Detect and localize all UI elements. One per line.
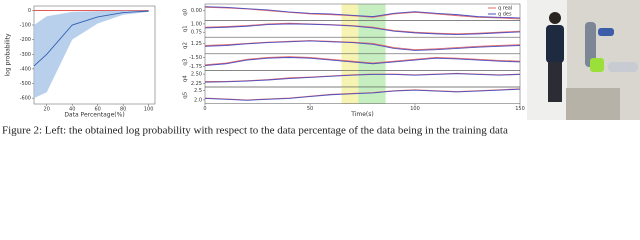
plot-frame bbox=[204, 86, 521, 104]
y-axis-label: q5 bbox=[183, 91, 189, 98]
legend-label: q real bbox=[498, 6, 512, 12]
series-line bbox=[33, 10, 149, 67]
x-tick-label: 0 bbox=[203, 106, 206, 112]
y-tick-label: 0.00 bbox=[191, 8, 202, 14]
x-tick-label: 100 bbox=[410, 106, 420, 112]
y-axis-label: q4 bbox=[183, 75, 189, 82]
highlight-span bbox=[341, 87, 359, 104]
highlight-span bbox=[341, 4, 359, 21]
series-line bbox=[204, 6, 521, 20]
x-axis-label: Time(s) bbox=[350, 111, 374, 118]
figure: Figure 2: Left: the obtained log probabi… bbox=[2, 0, 640, 137]
series-line bbox=[204, 40, 521, 51]
y-tick-label: -1.50 bbox=[189, 55, 202, 61]
caption: Figure 2: Left: the obtained log probabi… bbox=[2, 125, 508, 137]
highlight-span bbox=[358, 87, 386, 104]
highlight-span bbox=[341, 20, 359, 38]
highlight-span bbox=[358, 37, 386, 54]
table bbox=[566, 88, 620, 120]
robot-joint bbox=[598, 28, 614, 36]
series-line bbox=[204, 88, 521, 101]
y-tick-label: 2.50 bbox=[191, 72, 202, 78]
series-line bbox=[204, 23, 521, 35]
series-line bbox=[204, 22, 521, 35]
x-tick-label: 150 bbox=[515, 106, 525, 112]
y-tick-label: -500 bbox=[20, 81, 31, 87]
y-tick-label: -100 bbox=[20, 23, 31, 29]
x-tick-label: 50 bbox=[307, 106, 313, 112]
robot-gripper bbox=[608, 62, 638, 72]
y-tick-label: 2.25 bbox=[191, 81, 202, 87]
y-tick-label: 1.25 bbox=[191, 41, 202, 47]
y-axis-label: q2 bbox=[183, 42, 189, 49]
person-body bbox=[546, 25, 564, 63]
x-tick-label: 40 bbox=[69, 107, 75, 113]
y-tick-label: -400 bbox=[20, 66, 31, 72]
y-tick-label: -300 bbox=[20, 52, 31, 58]
y-axis-label: q0 bbox=[183, 8, 189, 15]
y-axis-label: q3 bbox=[183, 58, 189, 65]
highlight-span bbox=[341, 70, 359, 87]
page: {"chart_data": [ {"type": "line", "ylabe… bbox=[0, 0, 640, 138]
person-legs bbox=[548, 62, 562, 102]
highlight-span bbox=[341, 37, 359, 54]
y-axis-label: q1 bbox=[183, 25, 189, 32]
y-tick-label: 0 bbox=[28, 8, 31, 14]
x-tick-label: 80 bbox=[120, 107, 126, 113]
person-head bbox=[549, 12, 561, 24]
x-axis-label: Data Percentage(%) bbox=[64, 112, 124, 119]
y-tick-label: -200 bbox=[20, 37, 31, 43]
cup bbox=[590, 58, 604, 72]
y-tick-label: -600 bbox=[20, 96, 31, 102]
series-line bbox=[204, 73, 521, 83]
y-tick-label: 2.5 bbox=[194, 88, 202, 94]
series-line bbox=[204, 56, 521, 66]
y-tick-label: -1.75 bbox=[189, 64, 202, 70]
series-line bbox=[204, 6, 521, 19]
legend-label: q des bbox=[498, 12, 512, 18]
highlight-span bbox=[358, 4, 386, 21]
y-tick-label: 1.00 bbox=[191, 21, 202, 27]
highlight-span bbox=[358, 53, 386, 71]
highlight-span bbox=[358, 70, 386, 87]
highlight-span bbox=[358, 20, 386, 38]
robot-arm bbox=[585, 22, 596, 67]
y-tick-label: 0.75 bbox=[191, 30, 202, 36]
y-axis-label: log probability bbox=[5, 33, 12, 77]
x-tick-label: 100 bbox=[144, 107, 154, 113]
photo bbox=[527, 0, 640, 120]
y-tick-label: 2.0 bbox=[194, 97, 202, 103]
series-line bbox=[204, 57, 521, 67]
x-tick-label: 60 bbox=[94, 107, 100, 113]
x-tick-label: 20 bbox=[44, 107, 50, 113]
std-band bbox=[34, 10, 149, 99]
